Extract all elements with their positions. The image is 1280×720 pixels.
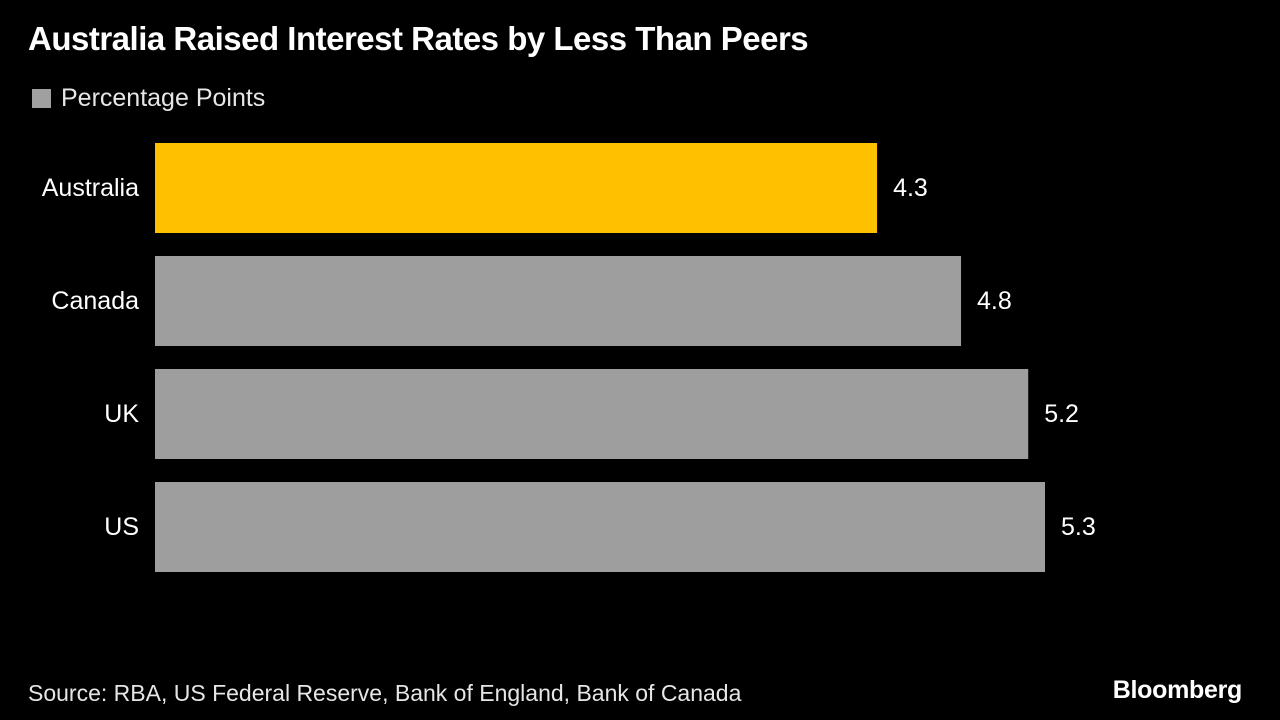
category-label-australia: Australia — [42, 174, 139, 202]
bar-uk — [155, 369, 1029, 459]
value-label-australia: 4.3 — [893, 174, 928, 202]
chart-title: Australia Raised Interest Rates by Less … — [28, 20, 809, 57]
value-label-canada: 4.8 — [977, 287, 1012, 315]
value-label-us: 5.3 — [1061, 513, 1096, 541]
category-label-us: US — [104, 513, 139, 541]
category-label-canada: Canada — [51, 287, 139, 315]
bloomberg-logo: Bloomberg — [1112, 676, 1243, 704]
legend: Percentage Points — [32, 84, 265, 113]
legend-label: Percentage Points — [61, 84, 266, 112]
bar-canada — [155, 256, 962, 346]
value-label-uk: 5.2 — [1044, 400, 1079, 428]
source-note: Source: RBA, US Federal Reserve, Bank of… — [28, 680, 742, 706]
legend-swatch — [32, 89, 51, 108]
category-label-uk: UK — [104, 400, 139, 428]
bar-australia — [155, 143, 878, 233]
bar-us — [155, 482, 1045, 572]
